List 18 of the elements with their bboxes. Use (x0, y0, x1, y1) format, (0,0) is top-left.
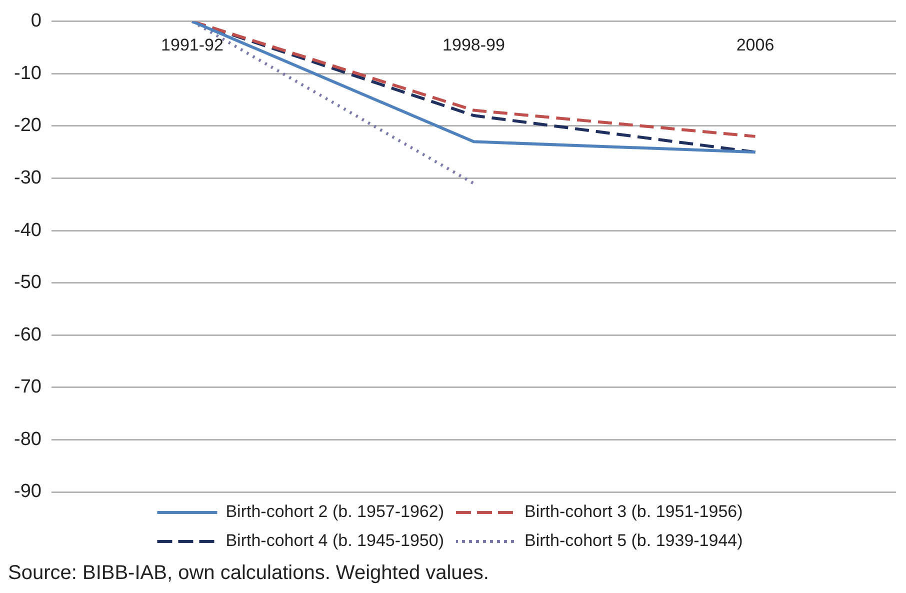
y-tick-label: -90 (14, 481, 42, 502)
y-tick-label: -50 (14, 272, 42, 294)
y-tick-label: -40 (14, 220, 42, 241)
legend-label: Birth-cohort 2 (b. 1957-1962) (226, 502, 444, 522)
y-tick-label: -60 (14, 324, 42, 346)
legend-label: Birth-cohort 3 (b. 1951-1956) (524, 502, 743, 522)
x-tick-label: 2006 (736, 35, 774, 54)
x-tick-label: 1998-99 (442, 35, 505, 54)
legend-label: Birth-cohort 4 (b. 1945-1950) (226, 531, 444, 550)
x-tick-label: 1991-92 (161, 35, 224, 54)
y-tick-label: -20 (14, 115, 42, 136)
legend-label: Birth-cohort 5 (b. 1939-1944) (524, 531, 743, 550)
source-note: Source: BIBB-IAB, own calculations. Weighted values. (8, 562, 489, 585)
y-tick-label: 0 (30, 10, 42, 32)
y-tick-label: -30 (14, 168, 42, 188)
y-tick-label: -80 (14, 428, 42, 450)
y-tick-label: -70 (14, 376, 42, 398)
y-tick-label: -10 (14, 62, 42, 84)
